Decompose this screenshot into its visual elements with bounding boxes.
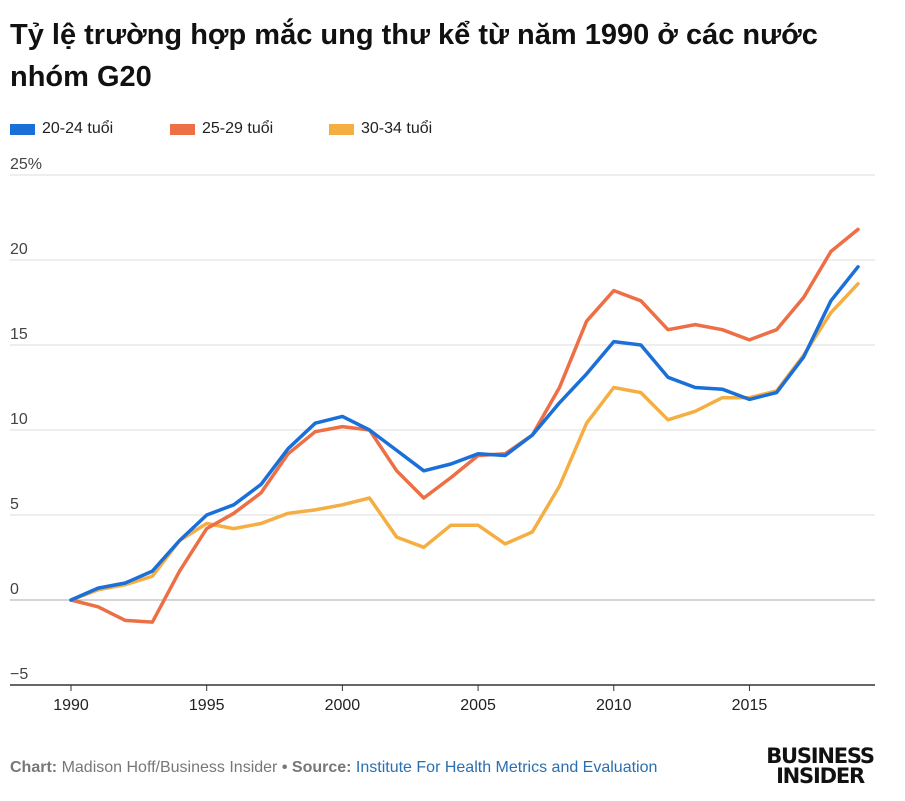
legend-label-30-34: 30-34 tuổi: [361, 120, 433, 137]
legend-item-25-29: 25-29 tuổi: [170, 120, 273, 138]
line-chart: −5 0 5 10 15 20 25% 1990 1995 2000 2005 2010 2015: [10, 156, 875, 714]
footer-source-label: Source:: [291, 759, 352, 776]
x-tick-label-0: 1990: [53, 697, 89, 714]
y-tick-label-3: 10: [10, 411, 28, 428]
series-line-25-29-tuổi: [69, 227, 860, 624]
legend-swatch-30-34: [329, 123, 354, 135]
legend-label-25-29: 25-29 tuổi: [202, 120, 274, 137]
business-insider-logo: BUSINESS INSIDER: [762, 744, 878, 788]
legend-item-30-34: 30-34 tuổi: [329, 120, 432, 138]
chart-title: Tỷ lệ trường hợp mắc ung thư kể từ năm 1…: [10, 19, 818, 93]
legend-swatch-20-24: [10, 123, 35, 135]
y-tick-label-6: 25%: [10, 156, 42, 173]
y-tick-label-4: 15: [10, 326, 28, 343]
series-line-20-24-tuổi: [69, 265, 860, 602]
x-tick-label-1: 1995: [189, 697, 225, 714]
legend-item-20-24: 20-24 tuổi: [10, 120, 113, 138]
series-line-30-34-tuổi: [69, 282, 860, 602]
x-tick-label-5: 2015: [732, 697, 768, 714]
footer-source-link[interactable]: Institute For Health Metrics and Evaluat…: [355, 759, 658, 776]
y-tick-label-2: 5: [10, 496, 19, 513]
y-tick-label-0: −5: [10, 666, 28, 683]
footer: Chart: Madison Hoff/Business Insider • S…: [10, 759, 657, 777]
footer-chart-author: Madison Hoff/Business Insider: [61, 759, 278, 776]
legend-label-20-24: 20-24 tuổi: [42, 120, 114, 137]
footer-chart-label: Chart:: [10, 759, 58, 776]
x-tick-label-2: 2000: [325, 697, 361, 714]
legend-swatch-25-29: [170, 123, 195, 135]
y-tick-label-1: 0: [10, 581, 19, 598]
x-tick-label-3: 2005: [460, 697, 496, 714]
logo-line-1: BUSINESS: [766, 744, 875, 768]
y-tick-label-5: 20: [10, 241, 28, 258]
footer-separator: •: [281, 759, 288, 776]
logo-line-2: INSIDER: [776, 764, 865, 788]
x-tick-label-4: 2010: [596, 697, 632, 714]
